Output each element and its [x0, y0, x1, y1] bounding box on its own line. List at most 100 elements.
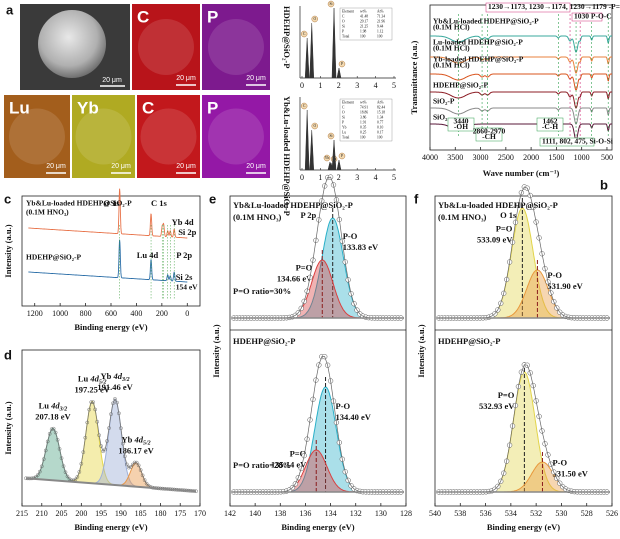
peak-label: C 1s [151, 198, 168, 208]
core-level-label: P 2p [300, 210, 316, 220]
panel-letter: f [414, 191, 419, 206]
legend-note: (0.1M HCl) [433, 61, 470, 70]
table-cell: C [342, 105, 345, 109]
x-tick-label: 1200 [27, 309, 43, 318]
panel-letter: d [4, 347, 12, 362]
map-element-label: C [137, 7, 149, 26]
peak-name: P-O [343, 231, 358, 241]
peak-name: P=O [290, 448, 307, 458]
scale-bar-label: 20 μm [176, 75, 196, 82]
table-cell: O [342, 19, 345, 23]
peak-name: P-O [336, 401, 351, 411]
x-tick-label: 142 [224, 509, 236, 518]
x-tick-label: 5 [392, 81, 396, 90]
legend-label: SiO₂-P [433, 97, 455, 106]
sub: 3/2 [59, 407, 68, 413]
legend-label: HDEHP@SiO₂-P [433, 81, 488, 90]
table-cell: 100 [360, 135, 366, 139]
peak-name: P-O [547, 270, 562, 280]
x-tick-label: 534 [505, 509, 517, 518]
x-axis-label: Binding energy (eV) [74, 522, 147, 532]
peak-label: Yb 4d3/2 [101, 371, 130, 383]
eds-peak [336, 159, 342, 171]
map-particle [208, 108, 264, 165]
x-tick-label: 3500 [447, 153, 463, 162]
map-element-label: Lu [9, 98, 30, 117]
table-cell: C [342, 14, 345, 18]
sub: 3/2 [121, 377, 130, 383]
x-tick-label: 190 [115, 509, 127, 518]
annotation: 3440 [454, 117, 469, 126]
peak-label: Lu 4d5/2 [78, 373, 107, 385]
ftir-curve [430, 73, 612, 91]
peak-energy-label: 207.18 eV [35, 411, 71, 421]
fit-point [36, 473, 40, 477]
ftir-curve [430, 56, 612, 74]
ftir-curve [430, 91, 612, 109]
peak-label: P [341, 154, 343, 158]
table-cell: Lu [342, 130, 346, 134]
peak-energy-label: 191.46 eV [97, 382, 133, 392]
scale-bar-label: 20 μm [246, 163, 266, 170]
fit-point [53, 430, 58, 435]
table-cell: 1.34 [377, 115, 383, 119]
eds-peak [336, 67, 342, 79]
map-particle [138, 19, 194, 75]
x-tick-label: 138 [274, 509, 286, 518]
table-header: At% [377, 9, 384, 13]
y-axis-label: Intensity (a.u.) [416, 324, 426, 377]
panel-letter: a [6, 2, 14, 17]
x-tick-label: 536 [480, 509, 492, 518]
peak-label: Si [330, 134, 333, 138]
table-cell: 29.17 [360, 19, 368, 23]
table-cell: P [342, 120, 344, 124]
peak-marker [311, 122, 318, 130]
fit-point [101, 449, 105, 454]
y-axis-label: Transmittance (a.u.) [409, 40, 419, 114]
table-cell: 0.35 [360, 125, 366, 129]
table-cell: Total [342, 34, 349, 38]
x-axis-label: Binding energy (eV) [281, 522, 354, 532]
series-label: Yb&Lu-loaded HDEHP@SiO₂-P [26, 199, 132, 208]
x-tick-label: 0 [300, 81, 304, 90]
x-axis-label: Wave number (cm⁻¹) [483, 168, 560, 178]
element-map [132, 4, 200, 90]
eds-peak [331, 7, 337, 79]
legend-label: Yb-loaded HDEHP@SiO₂-P [433, 55, 524, 64]
peak-label: C [303, 104, 306, 108]
element-map [72, 95, 135, 178]
legend-note: (0.1M HCl) [433, 44, 470, 53]
x-tick-label: 2 [337, 173, 341, 182]
element: Yb [121, 435, 132, 445]
x-tick-label: 132 [350, 509, 362, 518]
map-particle [208, 19, 264, 75]
x-tick-label: 2500 [498, 153, 514, 162]
annotation: 1462 [543, 117, 558, 126]
x-tick-label: 540 [429, 509, 441, 518]
annotation-box [447, 117, 475, 132]
xps-survey-curve [28, 188, 188, 239]
peak-marker [323, 154, 331, 162]
x-tick-label: 128 [400, 509, 412, 518]
annotation-box [536, 117, 564, 132]
table-cell: 0.77 [377, 120, 383, 124]
table-header: Element [342, 100, 354, 104]
peak-energy-label: 154 eV [176, 283, 198, 292]
table-header: Element [342, 9, 354, 13]
x-tick-label: 600 [105, 309, 117, 318]
table-cell: Si [342, 24, 345, 28]
peak-label: Yb 4d [172, 217, 194, 227]
table-cell: 100 [377, 34, 383, 38]
spectrum-title: HDEHP@SiO₂-P [233, 336, 295, 346]
peak-marker [327, 0, 335, 8]
table-cell: P [342, 29, 344, 33]
x-axis-label: Binding energy (eV) [487, 522, 560, 532]
peak-marker [300, 102, 308, 110]
table-cell: 100 [360, 34, 366, 38]
peak-label: O [313, 17, 316, 21]
peak-name: P-O [552, 457, 567, 467]
peak-label: Si [330, 2, 333, 6]
peak-energy-label: 531.50 eV [552, 468, 588, 478]
scale-bar-label: 20 μm [111, 163, 131, 170]
